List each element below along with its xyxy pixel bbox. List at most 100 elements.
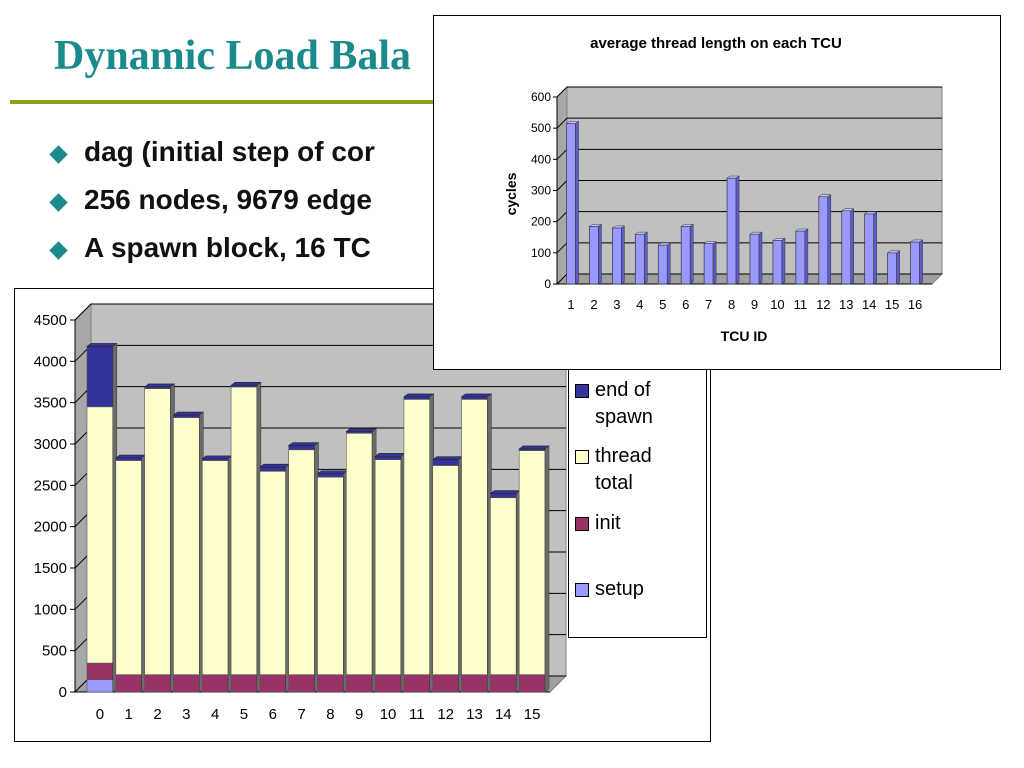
x-tick-label: 4 <box>636 297 643 312</box>
legend-swatch <box>575 450 589 464</box>
bar-segment-end-of-spawn <box>259 466 286 472</box>
legend-setup: setup <box>575 576 644 603</box>
legend-label: total <box>595 472 633 494</box>
bar-segment-init <box>230 674 258 693</box>
y-tick-label: 3000 <box>34 436 67 453</box>
bar <box>657 244 668 285</box>
bullet-text: 256 nodes, 9679 edge <box>84 184 372 215</box>
bar <box>795 230 806 285</box>
bar-segment-thread-total <box>346 432 373 675</box>
gridline <box>556 117 942 129</box>
y-tick-label: 1000 <box>34 601 67 618</box>
bar-side-face <box>896 250 900 285</box>
bar-segment-thread-total <box>86 406 114 664</box>
bar-top-face <box>230 382 262 386</box>
legend-label: setup <box>595 578 644 600</box>
diamond-bullet-icon <box>49 145 68 164</box>
thread-length-chart-panel: average thread length on each TCU 0 100 200… <box>433 15 1001 370</box>
bar-side-face <box>804 228 809 285</box>
bar-top-face <box>403 393 435 398</box>
bar-segment-init <box>173 674 200 693</box>
bar-top-face <box>114 454 147 459</box>
y-tick-label: 2500 <box>34 477 67 494</box>
x-tick-label: 5 <box>659 297 666 312</box>
legend-label: end of <box>595 379 651 401</box>
legend-label: spawn <box>595 406 653 428</box>
bar-side-face <box>850 208 854 285</box>
bar-segment-init <box>144 674 171 693</box>
bar <box>841 210 852 285</box>
slide-title: Dynamic Load Bala <box>54 33 412 79</box>
bar-segment-end-of-spawn <box>432 459 459 466</box>
bar-segment-setup <box>86 679 114 693</box>
x-tick-label: 6 <box>682 297 689 312</box>
bar-side-face <box>735 175 740 285</box>
bar-top-face <box>345 428 378 432</box>
x-tick-label: 3 <box>613 297 620 312</box>
x-axis-label: TCU ID <box>721 328 768 344</box>
bar-segment-thread-total <box>374 459 402 675</box>
bar <box>703 243 714 285</box>
bar-side-face <box>873 211 877 285</box>
bar <box>887 252 897 285</box>
x-tick-label: 16 <box>908 297 922 312</box>
bar-top-face <box>374 453 406 457</box>
bar-segment-init <box>518 674 546 693</box>
bar-segment-thread-total <box>461 399 488 675</box>
bar-side-face <box>621 225 625 285</box>
x-tick-label: 6 <box>269 706 277 723</box>
x-tick-label: 13 <box>839 297 853 312</box>
bar-segment-thread-total <box>490 497 517 675</box>
bar-segment-thread-total <box>201 460 229 675</box>
x-tick-label: 10 <box>770 297 784 312</box>
bar-segment-thread-total <box>259 470 286 675</box>
bar-segment-init <box>490 674 517 693</box>
y-axis-label: cycles <box>503 172 519 215</box>
x-tick-label: 12 <box>816 297 830 312</box>
bar <box>772 240 783 285</box>
bar <box>680 225 691 285</box>
diamond-bullet-icon <box>49 241 68 260</box>
legend-label: thread <box>595 445 652 467</box>
bar-segment-end-of-spawn <box>115 457 142 461</box>
legend-end-of-spawn: end of spawn <box>575 377 653 431</box>
bar-segment-thread-total <box>288 449 315 675</box>
bar-segment-end-of-spawn <box>403 396 431 400</box>
bar-side-face <box>712 241 717 285</box>
bar-top-face <box>172 411 205 416</box>
y-tick-label: 2000 <box>34 519 67 536</box>
x-tick-label: 9 <box>751 297 758 312</box>
y-tick-label: 3500 <box>34 395 67 412</box>
bar-top-face <box>460 393 493 398</box>
bar-segment-thread-total <box>518 450 546 675</box>
bar-segment-end-of-spawn <box>86 346 114 408</box>
bar-segment-thread-total <box>173 417 200 675</box>
bar <box>910 241 920 285</box>
bar-segment-end-of-spawn <box>317 473 344 478</box>
x-tick-label: 0 <box>96 706 104 723</box>
bar-top-face <box>316 470 349 475</box>
bar <box>749 233 760 285</box>
gridline <box>74 303 566 321</box>
bar <box>566 123 576 285</box>
bar-segment-end-of-spawn <box>173 414 200 418</box>
legend-init: init <box>575 510 621 537</box>
bar-side-face <box>644 231 648 285</box>
x-tick-label: 1 <box>567 297 574 312</box>
bar-top-face <box>287 442 320 446</box>
x-tick-label: 11 <box>794 297 808 312</box>
bar <box>818 196 829 285</box>
legend-thread-total: thread total <box>575 443 652 497</box>
bar <box>634 233 645 285</box>
x-tick-label: 10 <box>380 706 397 723</box>
x-tick-label: 2 <box>590 297 597 312</box>
bar-segment-init <box>201 674 229 693</box>
bar-top-face <box>518 445 550 450</box>
bar-segment-init <box>403 674 431 693</box>
bar-segment-thread-total <box>230 386 258 675</box>
bar-segment-init <box>346 674 373 693</box>
bar-segment-init <box>115 674 142 693</box>
y-tick-label: 600 <box>531 90 551 104</box>
bar-segment-end-of-spawn <box>374 456 402 461</box>
